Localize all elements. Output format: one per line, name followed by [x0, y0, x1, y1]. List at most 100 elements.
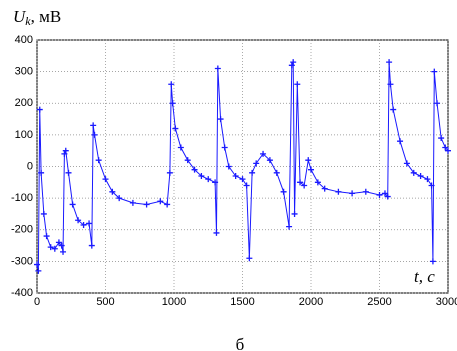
- data-marker: [61, 150, 68, 157]
- data-marker: [280, 188, 287, 195]
- data-marker: [55, 239, 62, 246]
- data-marker: [86, 220, 93, 227]
- data-marker: [43, 233, 50, 240]
- data-marker: [417, 172, 424, 179]
- data-marker: [434, 100, 441, 107]
- x-tick-label: 1000: [162, 296, 186, 308]
- data-marker: [191, 166, 198, 173]
- data-marker: [214, 65, 221, 72]
- data-marker: [243, 182, 250, 189]
- data-marker: [445, 147, 451, 154]
- data-marker: [116, 195, 123, 202]
- y-tick-label: -200: [11, 224, 33, 236]
- data-marker: [286, 223, 293, 230]
- data-marker: [65, 169, 72, 176]
- data-marker: [221, 144, 228, 151]
- data-marker: [168, 81, 175, 88]
- data-marker: [225, 163, 232, 170]
- data-marker: [321, 185, 328, 192]
- data-marker: [177, 144, 184, 151]
- data-marker: [38, 169, 45, 176]
- data-marker: [102, 176, 109, 183]
- data-marker: [410, 169, 417, 176]
- data-marker: [431, 68, 438, 75]
- data-marker: [157, 198, 164, 205]
- data-marker: [95, 157, 102, 164]
- data-marker: [91, 131, 98, 138]
- data-marker: [253, 160, 260, 167]
- data-marker: [69, 201, 76, 208]
- data-marker: [290, 59, 297, 66]
- data-marker: [217, 116, 224, 123]
- data-marker: [308, 166, 314, 173]
- data-marker: [75, 217, 82, 224]
- data-marker: [249, 169, 256, 176]
- data-marker: [34, 261, 40, 268]
- y-tick-label: 300: [15, 66, 33, 78]
- data-marker: [381, 190, 388, 197]
- data-marker: [239, 176, 246, 183]
- data-marker: [88, 242, 95, 249]
- data-marker: [35, 267, 42, 274]
- data-marker: [58, 242, 65, 249]
- data-marker: [362, 188, 369, 195]
- data-marker: [212, 179, 219, 186]
- data-marker: [129, 199, 136, 206]
- data-marker: [205, 176, 212, 183]
- data-marker: [397, 138, 404, 145]
- data-marker: [80, 222, 87, 229]
- x-axis-label: t, c: [414, 267, 435, 286]
- data-marker: [266, 157, 273, 164]
- data-marker: [424, 176, 431, 183]
- data-marker: [335, 188, 342, 195]
- data-marker: [169, 100, 176, 107]
- data-marker: [403, 160, 410, 167]
- x-tick-label: 3000: [436, 296, 457, 308]
- data-marker: [260, 150, 267, 157]
- data-marker: [384, 193, 391, 200]
- data-marker: [246, 255, 253, 262]
- data-marker: [386, 59, 393, 66]
- data-marker: [429, 258, 436, 265]
- data-marker: [62, 147, 69, 154]
- x-tick-label: 0: [34, 296, 40, 308]
- y-tick-label: 0: [27, 160, 33, 172]
- data-marker: [184, 157, 191, 164]
- data-marker: [390, 106, 397, 113]
- data-marker: [40, 210, 47, 217]
- y-tick-label: 200: [15, 97, 33, 109]
- x-tick-label: 1500: [230, 296, 254, 308]
- data-marker: [164, 201, 171, 208]
- data-marker: [90, 122, 97, 129]
- data-marker: [294, 81, 301, 88]
- data-marker: [60, 248, 67, 255]
- data-marker: [273, 169, 280, 176]
- data-marker: [166, 169, 173, 176]
- data-marker: [51, 245, 58, 252]
- data-marker: [349, 190, 356, 197]
- data-marker: [314, 179, 321, 186]
- y-axis-label: Uk, мВ: [13, 7, 61, 28]
- y-tick-label: -100: [11, 192, 33, 204]
- data-marker: [387, 81, 394, 88]
- x-tick-label: 500: [96, 296, 114, 308]
- data-marker: [47, 244, 54, 251]
- data-marker: [143, 201, 150, 208]
- data-marker: [305, 157, 312, 164]
- data-marker: [438, 135, 445, 142]
- y-tick-label: 100: [15, 129, 33, 141]
- x-tick-label: 2000: [299, 296, 323, 308]
- data-marker: [291, 210, 298, 217]
- data-marker: [198, 172, 205, 179]
- data-marker: [232, 172, 239, 179]
- data-marker: [442, 144, 449, 151]
- x-tick-label: 2500: [367, 296, 391, 308]
- data-marker: [297, 179, 304, 186]
- data-marker: [213, 229, 220, 236]
- data-marker: [36, 106, 43, 113]
- data-marker: [172, 125, 179, 132]
- caption: б: [236, 335, 245, 351]
- y-tick-label: -400: [11, 287, 33, 299]
- y-tick-label: 400: [15, 34, 33, 46]
